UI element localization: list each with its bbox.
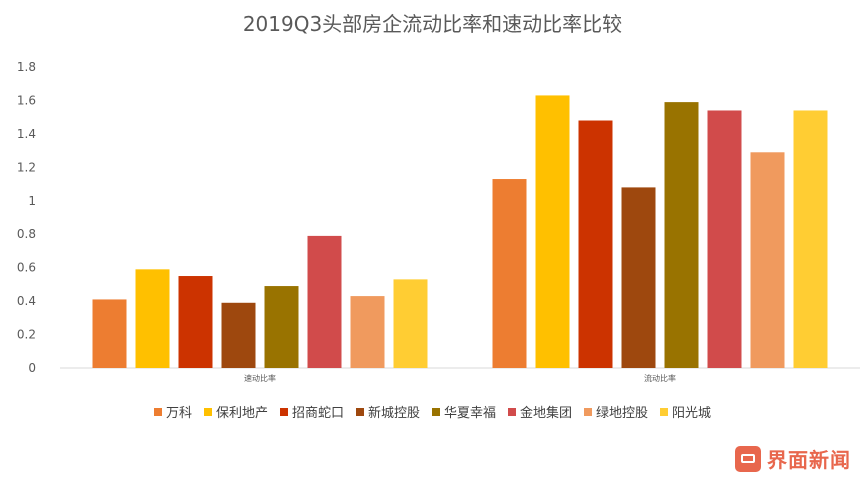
bars: [92, 95, 828, 368]
legend-item: 绿地控股: [584, 402, 648, 421]
legend-label: 招商蛇口: [291, 406, 344, 421]
jiemian-logo-icon: [735, 445, 761, 472]
y-tick-label: 1.6: [17, 93, 36, 107]
legend-label: 新城控股: [367, 406, 420, 421]
bar: [350, 296, 385, 368]
legend-swatch: [203, 407, 212, 416]
bar: [793, 110, 828, 368]
legend-item: 招商蛇口: [279, 402, 344, 421]
legend-swatch: [279, 407, 288, 416]
legend-swatch: [508, 407, 517, 416]
y-axis-labels: 0 0.2 0.4 0.6 0.8 1 1.2 1.4 1.6 1.8: [17, 60, 36, 375]
x-category-label: 流动比率: [644, 373, 676, 383]
bar: [307, 235, 342, 368]
y-tick-label: 1.4: [17, 127, 36, 141]
bar: [393, 279, 428, 368]
y-tick-label: 1.2: [17, 160, 36, 174]
legend-label: 保利地产: [215, 406, 268, 421]
legend-item: 万科: [153, 402, 192, 421]
bar: [621, 187, 656, 368]
chart-title: 2019Q3头部房企流动比率和速动比率比较: [242, 12, 623, 36]
bar: [707, 110, 742, 368]
legend-item: 华夏幸福: [432, 402, 496, 421]
bar: [221, 302, 256, 368]
bar: [750, 152, 785, 368]
legend-label: 万科: [165, 406, 192, 421]
legend-item: 阳光城: [660, 402, 711, 421]
legend-item: 保利地产: [203, 402, 268, 421]
y-tick-label: 0.8: [17, 227, 36, 241]
legend-item: 新城控股: [355, 402, 420, 421]
y-tick-label: 0: [28, 361, 36, 375]
watermark-text: 界面新闻: [767, 448, 851, 472]
legend-label: 金地集团: [520, 406, 573, 421]
legend-swatch: [432, 407, 440, 416]
bar: [578, 120, 613, 368]
bar-chart: 0 0.2 0.4 0.6 0.8 1 1.2 1.4 1.6 1.8 速动比率 流动比率: [17, 60, 860, 383]
legend-label: 阳光城: [672, 406, 712, 421]
bar: [664, 102, 699, 368]
bar: [135, 269, 170, 368]
legend-item: 金地集团: [508, 402, 572, 421]
watermark: 界面新闻: [735, 444, 851, 473]
y-tick-label: 1: [28, 194, 36, 208]
bar: [492, 179, 527, 368]
legend-label: 绿地控股: [596, 406, 649, 421]
legend-swatch: [584, 407, 593, 416]
y-tick-label: 0.2: [17, 328, 36, 342]
bar: [535, 95, 570, 368]
y-tick-label: 0.4: [17, 294, 36, 308]
legend-swatch: [660, 407, 669, 416]
y-tick-label: 1.8: [17, 60, 36, 74]
y-tick-label: 0.6: [17, 261, 36, 275]
bar: [92, 299, 127, 368]
x-category-label: 速动比率: [244, 373, 276, 383]
legend: 万科 保利地产 招商蛇口 新城控股 华夏幸福 金地集团 绿地控股 阳光城: [0, 402, 865, 421]
bar: [264, 286, 299, 368]
legend-swatch: [153, 407, 162, 416]
legend-label: 华夏幸福: [444, 406, 497, 421]
bar: [178, 276, 213, 368]
legend-swatch: [355, 407, 364, 416]
category-labels: 速动比率 流动比率: [244, 373, 676, 383]
